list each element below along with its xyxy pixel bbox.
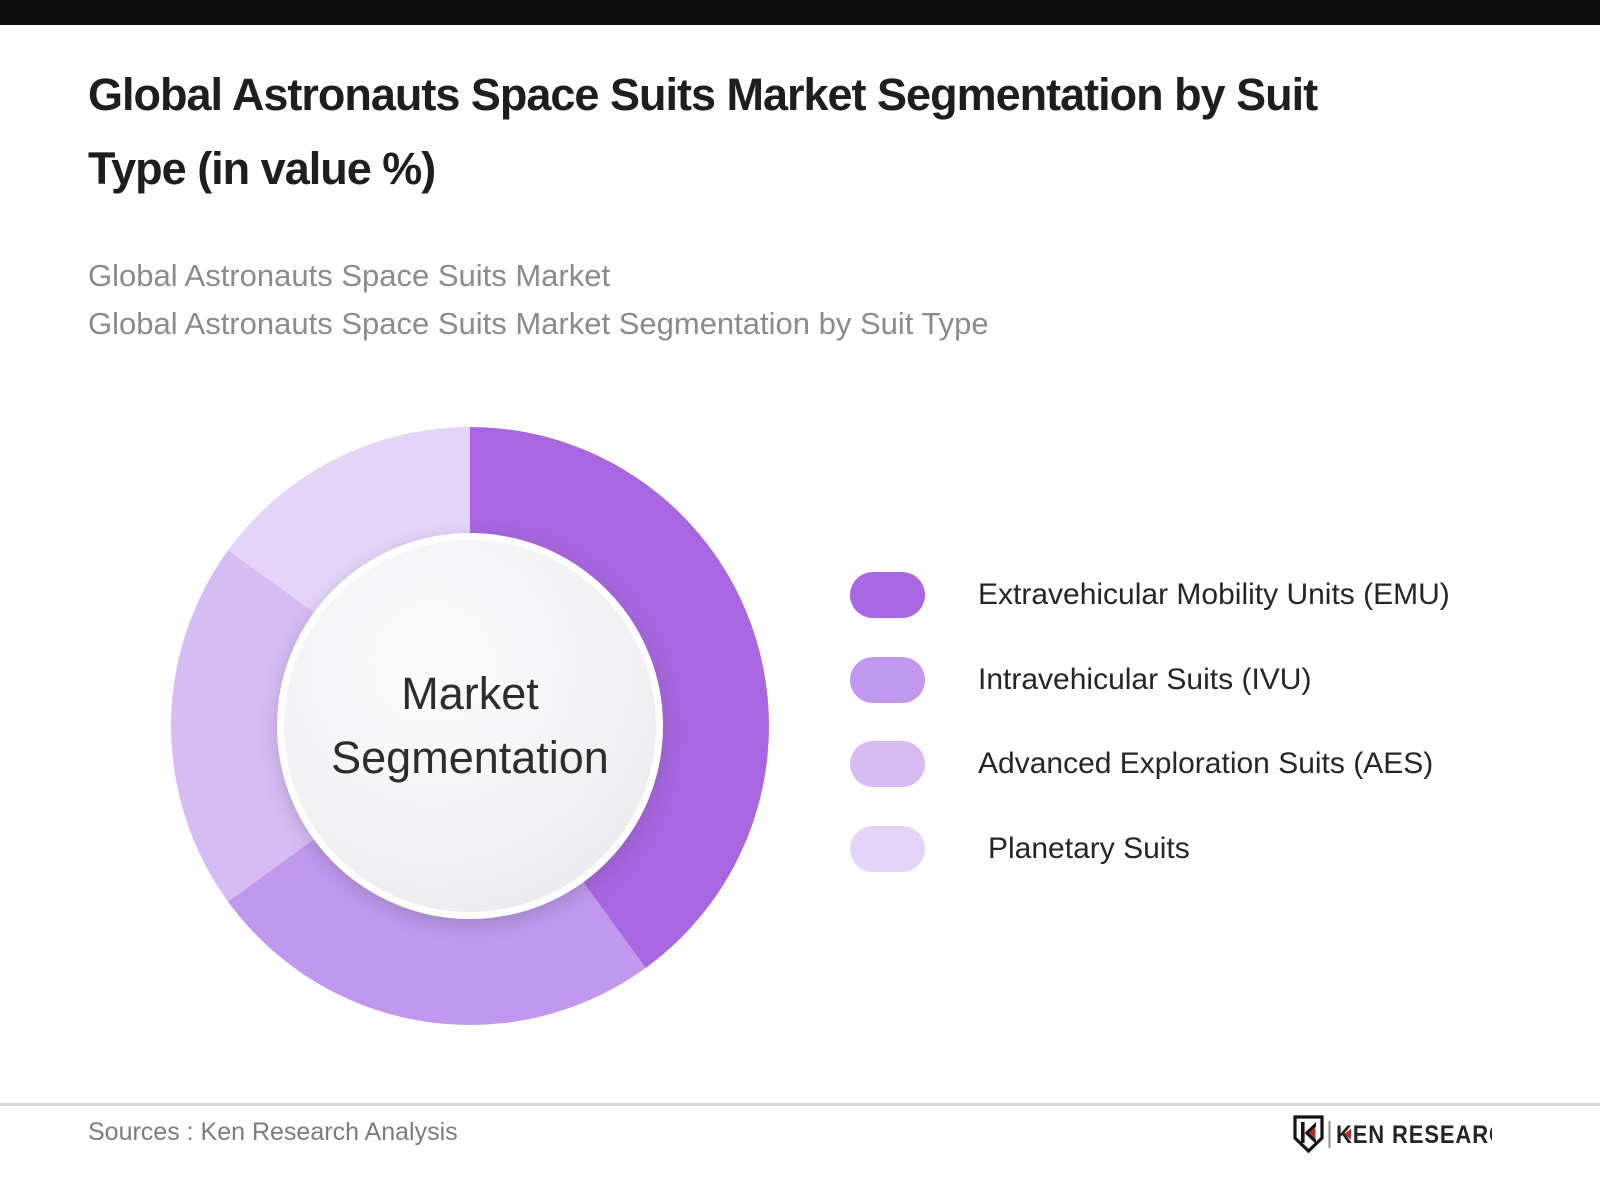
page-subtitle: Global Astronauts Space Suits Market Glo… (88, 252, 989, 348)
donut-center: Market Segmentation (277, 533, 663, 919)
legend-swatch (850, 826, 925, 872)
subtitle-line2: Global Astronauts Space Suits Market Seg… (88, 306, 989, 341)
page-title-line1: Global Astronauts Space Suits Market Seg… (88, 69, 1318, 120)
legend-item: Advanced Exploration Suits (AES) (850, 741, 1433, 787)
footer-divider (0, 1103, 1600, 1106)
ken-research-logo-icon: KEN RESEARCH (1293, 1115, 1522, 1154)
legend-item: Extravehicular Mobility Units (EMU) (850, 572, 1450, 618)
legend-item: Intravehicular Suits (IVU) (850, 657, 1311, 703)
donut-chart: Market Segmentation (171, 427, 769, 1025)
page-title-line2: Type (in value %) (88, 143, 436, 194)
legend-label: Intravehicular Suits (IVU) (978, 663, 1312, 696)
subtitle-line1: Global Astronauts Space Suits Market (88, 258, 611, 293)
legend-swatch (850, 741, 925, 787)
ken-research-logo: KEN RESEARCH (1292, 1114, 1522, 1159)
donut-center-label: Market Segmentation (331, 668, 609, 783)
legend-swatch (850, 572, 925, 618)
sources-text: Sources : Ken Research Analysis (88, 1118, 458, 1146)
ken-research-logo-text: KEN RESEARCH (1336, 1121, 1492, 1149)
legend-item: Planetary Suits (850, 826, 1190, 872)
top-black-bar (0, 0, 1600, 25)
legend-label: Advanced Exploration Suits (AES) (978, 747, 1434, 780)
legend-label: Extravehicular Mobility Units (EMU) (978, 578, 1450, 611)
page-title: Global Astronauts Space Suits Market Seg… (88, 58, 1318, 206)
legend-swatch (850, 657, 925, 703)
legend-label: Planetary Suits (988, 832, 1190, 865)
